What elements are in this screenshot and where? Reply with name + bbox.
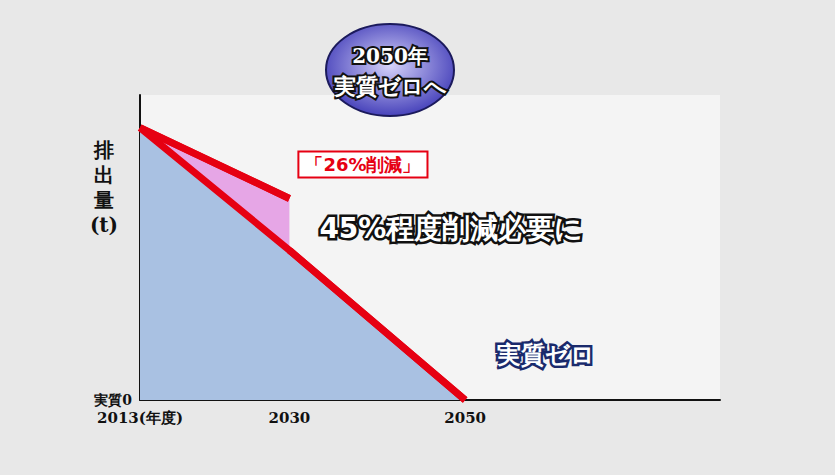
svg-text:2050: 2050 xyxy=(444,409,486,427)
svg-text:実質ゼロへ: 実質ゼロへ xyxy=(333,73,447,99)
svg-text:量: 量 xyxy=(93,188,114,212)
svg-text:2050年: 2050年 xyxy=(352,44,428,68)
svg-text:「26%削減」: 「26%削減」 xyxy=(305,154,420,175)
svg-text:2030: 2030 xyxy=(269,409,311,427)
svg-text:2013(年度): 2013(年度) xyxy=(97,409,183,427)
svg-text:排: 排 xyxy=(93,138,114,162)
svg-text:(t): (t) xyxy=(90,213,118,237)
svg-text:出: 出 xyxy=(94,163,114,187)
svg-text:45%程度削減必要に: 45%程度削減必要に xyxy=(319,212,583,245)
svg-text:実質0: 実質0 xyxy=(94,392,132,408)
svg-text:実質ゼロ: 実質ゼロ xyxy=(496,341,595,369)
